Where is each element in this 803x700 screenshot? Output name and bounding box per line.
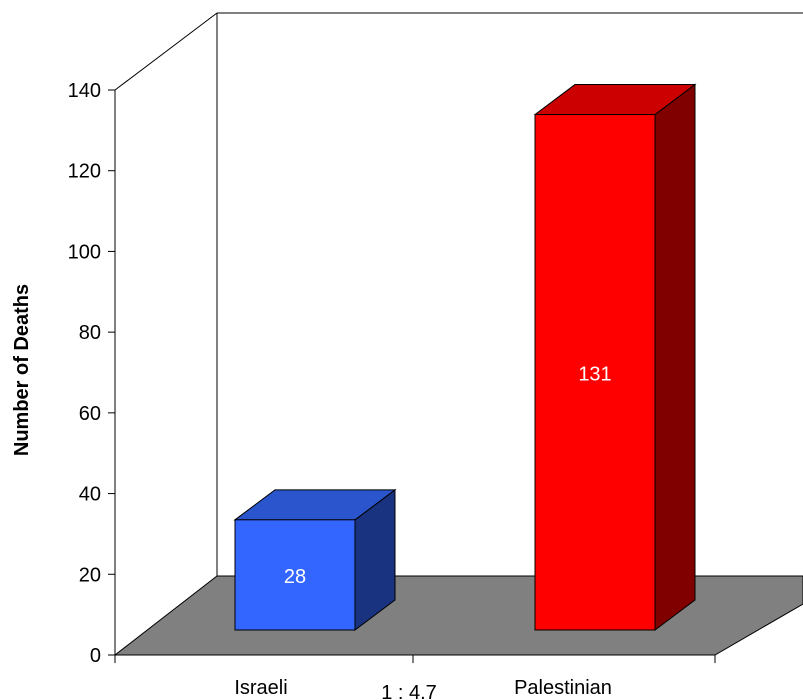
y-tick-label: 40 xyxy=(79,484,101,506)
bar-front-israeli xyxy=(234,519,356,631)
bars: 28 131 xyxy=(233,83,697,631)
data-label-israeli: 28 xyxy=(284,566,306,588)
y-tick-label: 140 xyxy=(68,80,101,102)
y-tick-label: 20 xyxy=(79,564,101,586)
data-label-palestinian: 131 xyxy=(578,363,611,385)
category-label-palestinian: Palestinian xyxy=(514,677,612,699)
ratio-annotation: 1 : 4.7 xyxy=(381,682,437,700)
y-tick-label: 120 xyxy=(68,161,101,183)
y-axis-ticks: 0 20 40 60 80 100 120 140 xyxy=(68,80,115,667)
bar-israeli: 28 xyxy=(233,488,397,631)
depth-top-edge xyxy=(114,12,218,91)
y-tick-label: 80 xyxy=(79,322,101,344)
y-tick-label: 100 xyxy=(68,241,101,263)
bar-palestinian: 131 xyxy=(533,83,697,631)
chart-frame xyxy=(114,12,803,655)
y-axis-label: Number of Deaths xyxy=(11,284,33,456)
chart-floor xyxy=(113,575,803,656)
bar-front-palestinian xyxy=(534,114,656,631)
category-label-israeli: Israeli xyxy=(234,677,287,699)
y-tick-label: 0 xyxy=(90,645,101,667)
x-axis-ticks xyxy=(114,655,716,663)
bar-side-palestinian xyxy=(654,83,696,631)
y-tick-label: 60 xyxy=(79,403,101,425)
